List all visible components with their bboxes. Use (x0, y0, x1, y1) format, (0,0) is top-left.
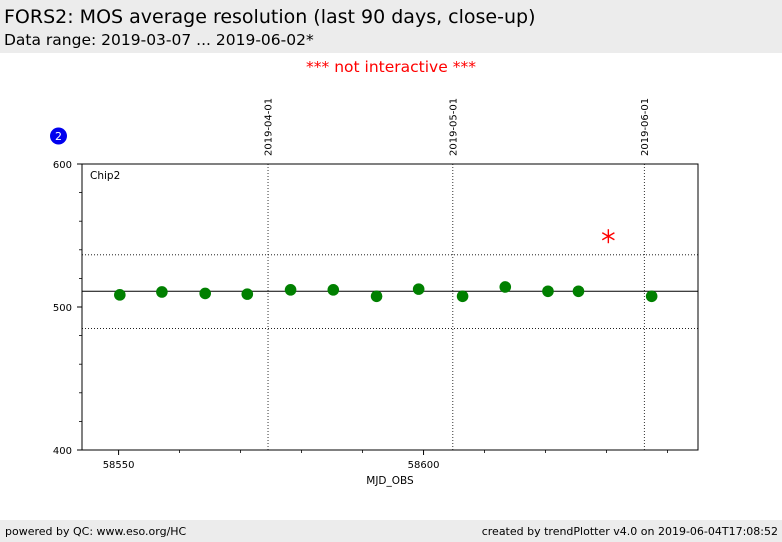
footer-bar: powered by QC: www.eso.org/HC created by… (0, 520, 782, 542)
date-line-label: 2019-05-01 (448, 98, 459, 156)
y-tick-label: 500 (53, 303, 72, 314)
chip-badge-label: 2 (55, 130, 62, 143)
outlier-marker-stroke (601, 232, 615, 241)
data-point (456, 290, 469, 303)
data-point (284, 284, 297, 296)
date-line-label: 2019-04-01 (264, 98, 275, 156)
panel-label: Chip2 (90, 170, 120, 182)
x-tick-label: 58550 (103, 460, 135, 471)
x-axis-label: MJD_OBS (366, 475, 414, 487)
y-tick-label: 600 (53, 160, 72, 171)
plot-area: 2019-04-01 2019-05-01 2019-06-01 400 500 600 5… (53, 98, 699, 487)
data-point (542, 285, 554, 298)
footer-powered-by: powered by QC: www.eso.org/HC (5, 525, 187, 538)
data-point (156, 286, 168, 298)
not-interactive-notice: *** not interactive *** (306, 58, 476, 76)
x-tick-label: 58600 (408, 460, 440, 471)
y-tick-label: 400 (53, 446, 72, 457)
data-point (114, 289, 126, 301)
page-subtitle: Data range: 2019-03-07 ... 2019-06-02* (4, 31, 314, 49)
plot-frame (81, 163, 699, 451)
data-point (412, 283, 425, 295)
data-point (370, 290, 383, 303)
chip-badge-circle (50, 127, 67, 145)
data-point (645, 290, 658, 303)
date-line-label: 2019-06-01 (640, 98, 651, 156)
footer-created-by: created by trendPlotter v4.0 on 2019-06-… (481, 525, 778, 538)
page-title: FORS2: MOS average resolution (last 90 d… (4, 6, 536, 28)
outlier-marker (601, 229, 615, 244)
data-point (199, 287, 211, 300)
data-point (499, 281, 512, 293)
header-bar: FORS2: MOS average resolution (last 90 d… (0, 0, 782, 53)
chip-badge: 2 (50, 127, 67, 145)
data-point (327, 284, 340, 296)
data-point (241, 288, 254, 300)
data-point (572, 285, 585, 298)
